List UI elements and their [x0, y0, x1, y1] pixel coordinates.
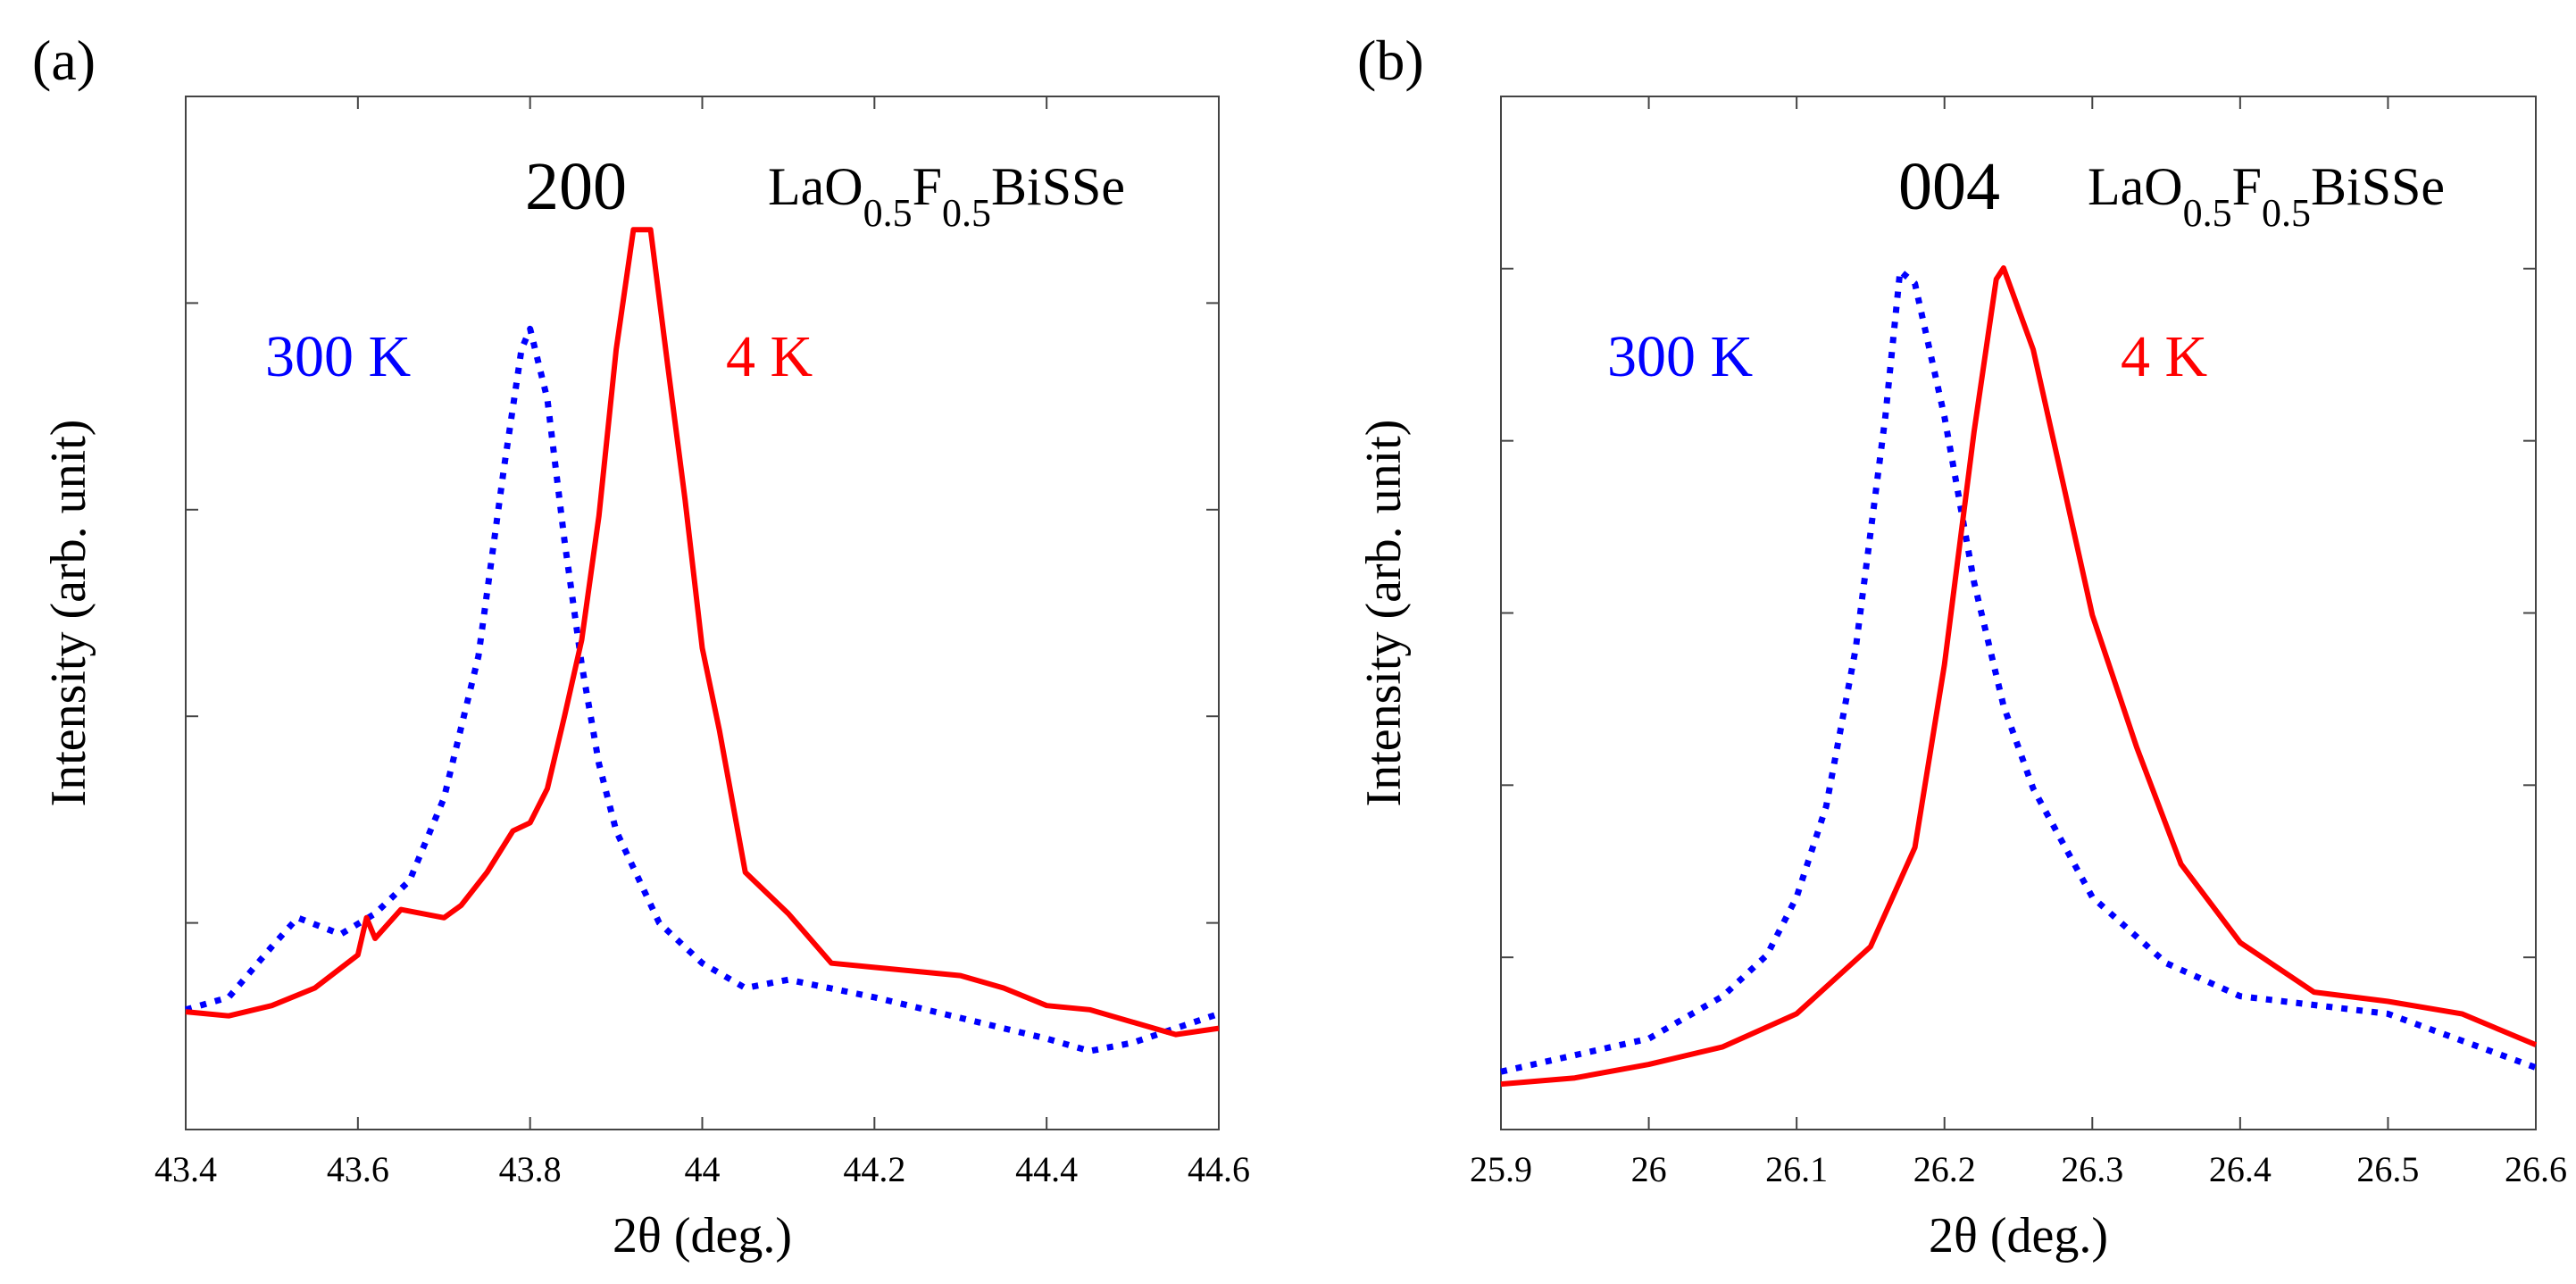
series-label-4k: 4 K: [726, 324, 813, 389]
x-tick-label: 26.3: [2061, 1149, 2123, 1189]
panel-a: 43.4 43.6 43.8 44 44.2 44.4 44.6(a)200 LaO0.5F0…: [32, 29, 1250, 1263]
plot-frame: [1500, 96, 2537, 1130]
x-tick-label: 26.4: [2209, 1149, 2272, 1189]
series-line-300k: [185, 325, 1221, 1055]
y-axis-title: Intensity (arb. unit): [1356, 420, 1412, 807]
compound-tail: BiSSe: [2311, 157, 2445, 216]
compound-sub1: 0.5: [2183, 191, 2232, 235]
x-axis-title: 2θ (deg.): [1929, 1208, 2108, 1263]
x-tick-label: 25.9: [1470, 1149, 1532, 1189]
compound-mid: F: [913, 157, 942, 216]
series-label-300k: 300 K: [265, 324, 411, 389]
x-tick-label: 44.2: [843, 1149, 905, 1189]
panel-b: 25.9 26 26.1 26.2 26.3 26.4 26.5 26.6(b)004 LaO0…: [1356, 29, 2567, 1263]
panel-label: (b): [1357, 29, 1424, 92]
compound-sub1: 0.5: [863, 191, 913, 235]
reflection-label: 004: [1898, 149, 2000, 224]
reflection-label: 200: [525, 149, 627, 224]
compound-mid: F: [2232, 157, 2262, 216]
x-tick-label: 26.5: [2356, 1149, 2419, 1189]
compound-tail: BiSSe: [991, 157, 1125, 216]
x-tick-label: 43.8: [499, 1149, 562, 1189]
compound-base: LaO: [2088, 157, 2183, 216]
x-axis-title: 2θ (deg.): [613, 1208, 792, 1263]
series-label-4k: 4 K: [2121, 324, 2207, 389]
x-tick-label: 44.4: [1015, 1149, 1078, 1189]
panel-label: (a): [32, 29, 96, 92]
y-axis-title: Intensity (arb. unit): [41, 420, 96, 807]
series-line-4k: [185, 227, 1220, 1038]
plot-frame: [185, 96, 1220, 1130]
x-tick-label: 26.6: [2505, 1149, 2567, 1189]
x-tick-label: 43.4: [154, 1149, 217, 1189]
compound-base: LaO: [768, 157, 863, 216]
x-tick-label: 44: [685, 1149, 721, 1189]
series-line-4k: [1500, 265, 2538, 1088]
x-tick-label: 44.6: [1188, 1149, 1250, 1189]
x-tick-label: 26.2: [1913, 1149, 1976, 1189]
compound-sub2: 0.5: [942, 191, 991, 235]
x-tick-label: 26.1: [1765, 1149, 1828, 1189]
series-label-300k: 300 K: [1607, 324, 1753, 389]
x-tick-label: 26: [1631, 1149, 1667, 1189]
series-line-300k: [1500, 268, 2538, 1075]
compound-label: LaO0.5F0.5BiSSe: [2088, 157, 2445, 235]
compound-sub2: 0.5: [2262, 191, 2311, 235]
compound-label: LaO0.5F0.5BiSSe: [768, 157, 1125, 235]
x-tick-label: 43.6: [327, 1149, 389, 1189]
